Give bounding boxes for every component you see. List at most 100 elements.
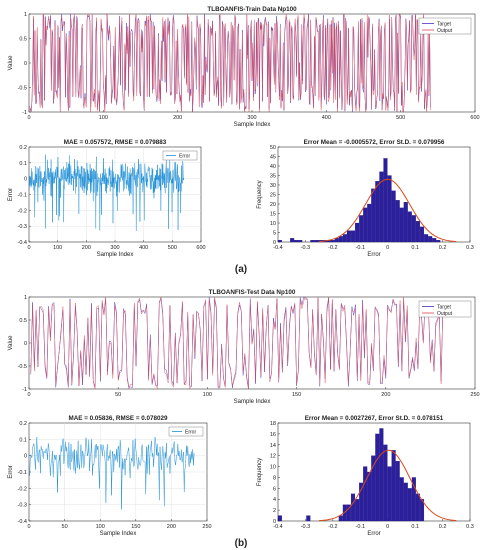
histogram-bar bbox=[375, 433, 380, 522]
series-plot-xtick-label: 100 bbox=[99, 115, 108, 121]
error-plot-xtick-label: 0 bbox=[27, 524, 30, 530]
error-plot-xtick-label: 600 bbox=[196, 245, 205, 251]
histogram-xtick-label: 0.2 bbox=[439, 245, 447, 251]
error-plot-ytick-label: 0.2 bbox=[19, 145, 27, 151]
histogram-bar bbox=[359, 215, 364, 243]
error-plot-ylabel: Error bbox=[8, 465, 14, 478]
histogram-xtick-label: 0 bbox=[386, 245, 389, 251]
histogram-bar bbox=[359, 482, 364, 522]
error-plot-ytick-label: -0.2 bbox=[18, 486, 27, 492]
error-plot-ytick-label: -0.1 bbox=[18, 470, 27, 476]
histogram-bar bbox=[355, 222, 360, 243]
series-plot-xtick-label: 50 bbox=[115, 392, 121, 398]
histogram-bar bbox=[391, 450, 396, 522]
histogram-bar bbox=[346, 504, 351, 522]
error-plot-ytick-label: 0.2 bbox=[19, 421, 27, 427]
histogram-ytick-label: 14 bbox=[270, 443, 276, 449]
histogram-xtick-label: -0.3 bbox=[301, 524, 310, 530]
histogram-xtick-label: 0.1 bbox=[411, 524, 419, 530]
error-plot-xtick-label: 50 bbox=[62, 524, 68, 530]
histogram-bar bbox=[387, 175, 392, 243]
legend-label-target: Target bbox=[437, 305, 452, 311]
error-plot-ytick-label: -0.1 bbox=[18, 193, 27, 199]
histogram-ytick-label: 20 bbox=[270, 202, 276, 208]
histogram-bar bbox=[338, 236, 343, 243]
error-plot-ytick-label: -0.2 bbox=[18, 208, 27, 214]
series-plot-ytick-label: -0.5 bbox=[18, 86, 27, 92]
histogram-ytick-label: 25 bbox=[270, 193, 276, 199]
histogram-bar bbox=[367, 471, 372, 522]
series-plot-xtick-label: 400 bbox=[322, 115, 331, 121]
histogram-ytick-label: 16 bbox=[270, 432, 276, 438]
panel-b: 0 50 100 150 200 250-1-0.500.51TLBOANFIS-Test… bbox=[8, 289, 480, 549]
histogram-xtick-label: -0.1 bbox=[356, 524, 365, 530]
series-plot-ytick-label: -1 bbox=[22, 387, 27, 393]
error-plot-xtick-label: 200 bbox=[167, 524, 176, 530]
histogram-bar bbox=[415, 493, 420, 522]
error-plot-ylabel: Error bbox=[8, 188, 14, 201]
output-series-line bbox=[29, 13, 431, 113]
series-plot-ylabel: Value bbox=[8, 55, 14, 71]
histogram-ylabel: Frequency bbox=[257, 458, 263, 486]
histogram-bar bbox=[403, 482, 408, 522]
legend-label-output: Output bbox=[437, 28, 453, 34]
histogram-xtick-label: -0.4 bbox=[273, 524, 282, 530]
error-plot-xtick-label: 400 bbox=[139, 245, 148, 251]
histogram-xtick-label: -0.3 bbox=[301, 245, 310, 251]
histogram-ytick-label: 0 bbox=[273, 519, 276, 525]
error-plot-xtick-label: 100 bbox=[53, 245, 62, 251]
series-plot-ylabel: Value bbox=[8, 335, 14, 351]
histogram-bar bbox=[350, 493, 356, 522]
histogram-bar bbox=[387, 466, 392, 522]
histogram-bar bbox=[371, 188, 376, 243]
legend-label-output: Output bbox=[437, 311, 453, 317]
series-plot-xtick-label: 0 bbox=[27, 392, 30, 398]
histogram-ytick-label: 0 bbox=[273, 240, 276, 246]
histogram-xtick-label: 0.3 bbox=[466, 245, 474, 251]
histogram-title: Error Mean = -0.0005572, Error St.D. = 0… bbox=[304, 139, 445, 146]
error-plot-xtick-label: 300 bbox=[110, 245, 119, 251]
histogram-xlabel: Error bbox=[367, 531, 380, 537]
error-plot-ytick-label: -0.3 bbox=[18, 224, 27, 230]
error-plot-xtick-label: 200 bbox=[82, 245, 91, 251]
histogram-xtick-label: 0.2 bbox=[439, 524, 447, 530]
series-plot-xtick-label: 100 bbox=[203, 392, 212, 398]
histogram-ytick-label: 4 bbox=[273, 497, 276, 503]
histogram-bar bbox=[277, 515, 282, 522]
panel-caption: (a) bbox=[235, 264, 247, 275]
histogram-ytick-label: 10 bbox=[270, 465, 276, 471]
histogram-ytick-label: 6 bbox=[273, 486, 276, 492]
error-plot-ytick-label: 0 bbox=[24, 177, 27, 183]
error-plot-xlabel: Sample Index bbox=[97, 252, 134, 258]
histogram-bar bbox=[310, 240, 315, 243]
histogram-ytick-label: 12 bbox=[270, 454, 276, 460]
legend-label-target: Target bbox=[437, 22, 452, 28]
series-plot-ytick-label: 1 bbox=[24, 12, 27, 18]
histogram-bar bbox=[342, 234, 347, 243]
legend-label-error: Error bbox=[179, 154, 190, 160]
error-plot-xtick-label: 150 bbox=[131, 524, 140, 530]
series-plot-xtick-label: 200 bbox=[381, 392, 390, 398]
histogram-bar bbox=[375, 181, 380, 243]
histogram-xtick-label: -0.1 bbox=[356, 245, 365, 251]
histogram-bar bbox=[294, 240, 299, 243]
histogram-bar bbox=[383, 158, 388, 243]
histogram-bar bbox=[363, 466, 368, 522]
histogram-ytick-label: 18 bbox=[270, 421, 276, 427]
series-plot-xtick-label: 200 bbox=[173, 115, 182, 121]
histogram-bar bbox=[314, 240, 319, 243]
series-plot-ytick-label: 0.5 bbox=[19, 318, 27, 324]
error-plot-title: MAE = 0.057572, RMSE = 0.079883 bbox=[64, 139, 167, 146]
histogram-bar bbox=[419, 226, 425, 243]
histogram-bar bbox=[383, 444, 388, 522]
histogram-xtick-label: -0.2 bbox=[328, 245, 337, 251]
series-plot-ytick-label: -1 bbox=[22, 110, 27, 116]
series-plot-xlabel: Sample Index bbox=[234, 122, 271, 128]
histogram-ytick-label: 40 bbox=[270, 164, 276, 170]
series-plot-ytick-label: 0.5 bbox=[19, 37, 27, 43]
histogram-bar bbox=[407, 488, 412, 522]
error-series-line bbox=[29, 154, 185, 231]
histogram-xlabel: Error bbox=[367, 252, 380, 258]
series-plot-ytick-label: -0.5 bbox=[18, 364, 27, 370]
